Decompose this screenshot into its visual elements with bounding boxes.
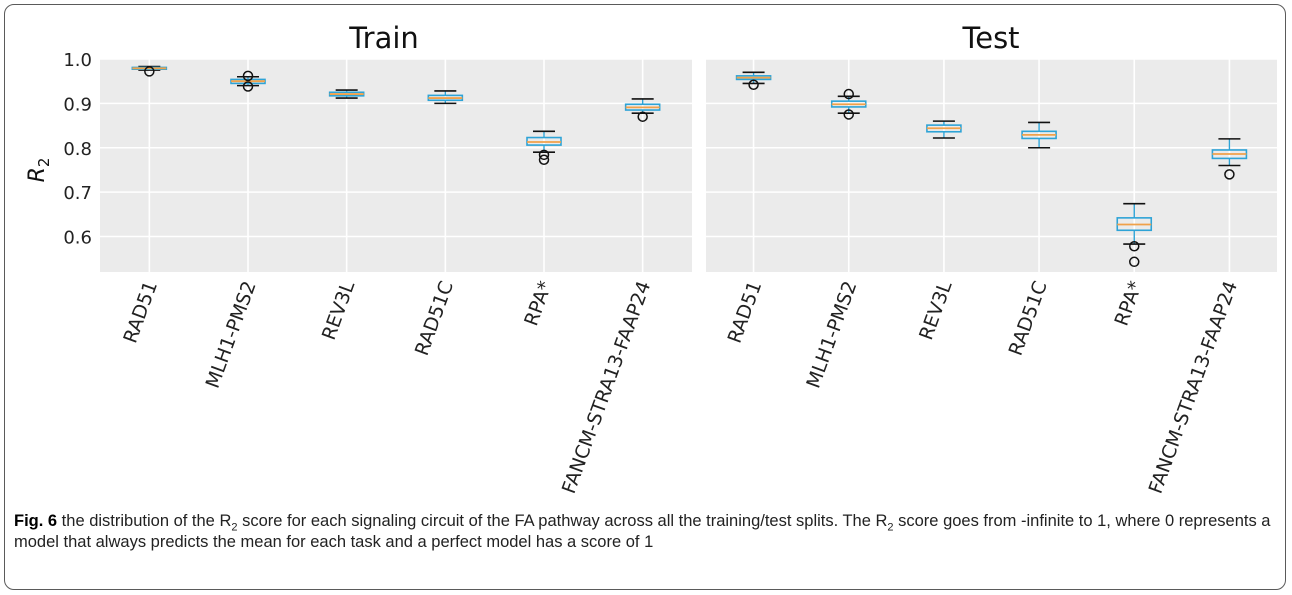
train-box-3 xyxy=(427,90,464,105)
test-category-label: FANCM-STRA13-FAAP24 xyxy=(1145,278,1242,496)
test-category-label: REV3L xyxy=(915,278,957,343)
test-box-5 xyxy=(1211,138,1248,180)
test-category-labels: RAD51 MLH1-PMS2 REV3L RAD51C RPA*FANCM-STRA1… xyxy=(724,278,1242,497)
outlier-point xyxy=(1129,256,1140,268)
test-category-label: MLH1-PMS2 xyxy=(802,278,861,391)
outlier-point xyxy=(538,154,550,165)
figure-frame xyxy=(4,4,1286,590)
train-category-label: REV3L xyxy=(318,278,360,343)
test-plot-area xyxy=(706,59,1277,272)
test-box-1 xyxy=(830,88,867,120)
train-box-1 xyxy=(230,70,266,92)
train-category-label: FANCM-STRA13-FAAP24 xyxy=(558,278,655,496)
train-y-tick-labels: 1.0 0.9 0.8 0.7 0.6 xyxy=(63,50,92,249)
train-category-label: RAD51C xyxy=(411,278,458,358)
box-plot-chart: Train 1.0 0.9 0.8 0.7 0.6 RAD51 MLH1-PMS2 REV3… xyxy=(25,21,1277,497)
train-grid xyxy=(100,58,692,272)
figure-caption: Fig. 6 the distribution of the R2 score … xyxy=(14,511,1276,553)
train-box-4 xyxy=(526,130,562,165)
y-tick-label: 1.0 xyxy=(63,50,92,71)
train-category-labels: RAD51 MLH1-PMS2 REV3L RAD51C RPA* FANCM-STRA1… xyxy=(119,278,655,497)
outlier-point xyxy=(1224,169,1235,180)
y-axis-label-main: R xyxy=(25,167,50,182)
outlier-point xyxy=(637,111,648,122)
test-box-2 xyxy=(926,120,962,139)
caption-sub-1: 2 xyxy=(231,521,238,534)
train-category-label: RAD51 xyxy=(119,278,162,346)
train-box-5 xyxy=(624,98,661,122)
figure-label: Fig. 6 xyxy=(14,512,58,530)
test-category-label: RAD51C xyxy=(1005,278,1052,358)
test-box-4 xyxy=(1116,202,1153,268)
y-axis-label-subscript: 2 xyxy=(35,158,53,168)
test-box-0 xyxy=(735,71,772,90)
caption-sub-2: 2 xyxy=(887,521,894,534)
test-box-3 xyxy=(1021,121,1057,149)
train-category-label: MLH1-PMS2 xyxy=(202,278,261,391)
y-tick-label: 0.6 xyxy=(63,228,92,249)
train-box-2 xyxy=(328,89,365,99)
test-panel: Test RAD51 MLH1-PMS2 REV3L RAD51C RPA*FANCM-… xyxy=(706,21,1277,497)
train-boxes xyxy=(131,65,661,165)
outlier-point xyxy=(242,81,254,92)
outlier-point xyxy=(843,88,854,100)
y-axis-label: R2 xyxy=(25,158,53,183)
outlier-point xyxy=(538,149,550,161)
test-category-label: RPA* xyxy=(1111,278,1147,329)
y-tick-label: 0.8 xyxy=(63,139,92,160)
train-box-0 xyxy=(131,65,168,77)
caption-text-1: the distribution of the R xyxy=(57,512,232,530)
test-title: Test xyxy=(961,21,1019,55)
train-title: Train xyxy=(348,21,419,55)
caption-text-3: score goes from -infinite to 1, where 0 … xyxy=(14,512,1271,551)
outlier-point xyxy=(1129,241,1140,252)
y-tick-label: 0.7 xyxy=(63,183,92,204)
outlier-point xyxy=(748,79,759,90)
train-plot-area xyxy=(100,59,692,272)
caption-text-2: score for each signaling circuit of the … xyxy=(237,512,888,530)
train-category-label: RPA* xyxy=(520,278,556,329)
outlier-point xyxy=(843,109,854,120)
outlier-point xyxy=(144,66,155,77)
test-boxes xyxy=(735,71,1248,268)
train-panel: Train 1.0 0.9 0.8 0.7 0.6 RAD51 MLH1-PMS2 REV3… xyxy=(63,21,692,497)
outlier-point xyxy=(242,70,254,82)
y-tick-label: 0.9 xyxy=(63,94,92,115)
test-category-label: RAD51 xyxy=(724,278,767,346)
